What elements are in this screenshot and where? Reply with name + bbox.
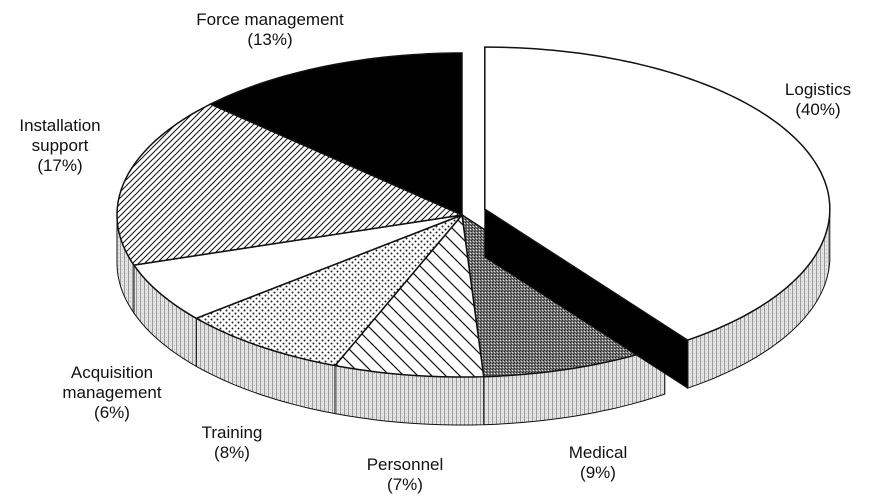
slice-label: Installation support (17%) <box>5 116 115 176</box>
slice-label: Medical (9%) <box>558 443 638 483</box>
slice <box>484 46 831 341</box>
category-label: Installation support <box>19 116 101 155</box>
slice-label: Personnel (7%) <box>360 455 450 495</box>
category-label: Force management <box>196 10 344 29</box>
value-label: (13%) <box>247 30 293 49</box>
value-label: (7%) <box>387 475 423 494</box>
slice-label: Acquisition management (6%) <box>47 363 177 423</box>
slice <box>132 214 463 320</box>
category-label: Medical <box>568 443 628 462</box>
value-label: (8%) <box>214 443 250 462</box>
slice <box>194 214 463 367</box>
category-label: Acquisition management <box>62 363 162 402</box>
value-label: (6%) <box>94 403 130 422</box>
category-label: Training <box>201 423 263 442</box>
value-label: (17%) <box>37 156 83 175</box>
value-label: (40%) <box>795 100 841 119</box>
value-label: (9%) <box>580 463 616 482</box>
slice <box>208 52 463 217</box>
slice-label: Training (8%) <box>192 423 272 463</box>
slice-label: Force management (13%) <box>170 10 370 50</box>
slice <box>116 103 465 266</box>
slice-label: Logistics (40%) <box>773 80 863 120</box>
category-label: Logistics <box>784 80 852 99</box>
slice <box>333 213 485 378</box>
category-label: Personnel <box>366 455 444 474</box>
